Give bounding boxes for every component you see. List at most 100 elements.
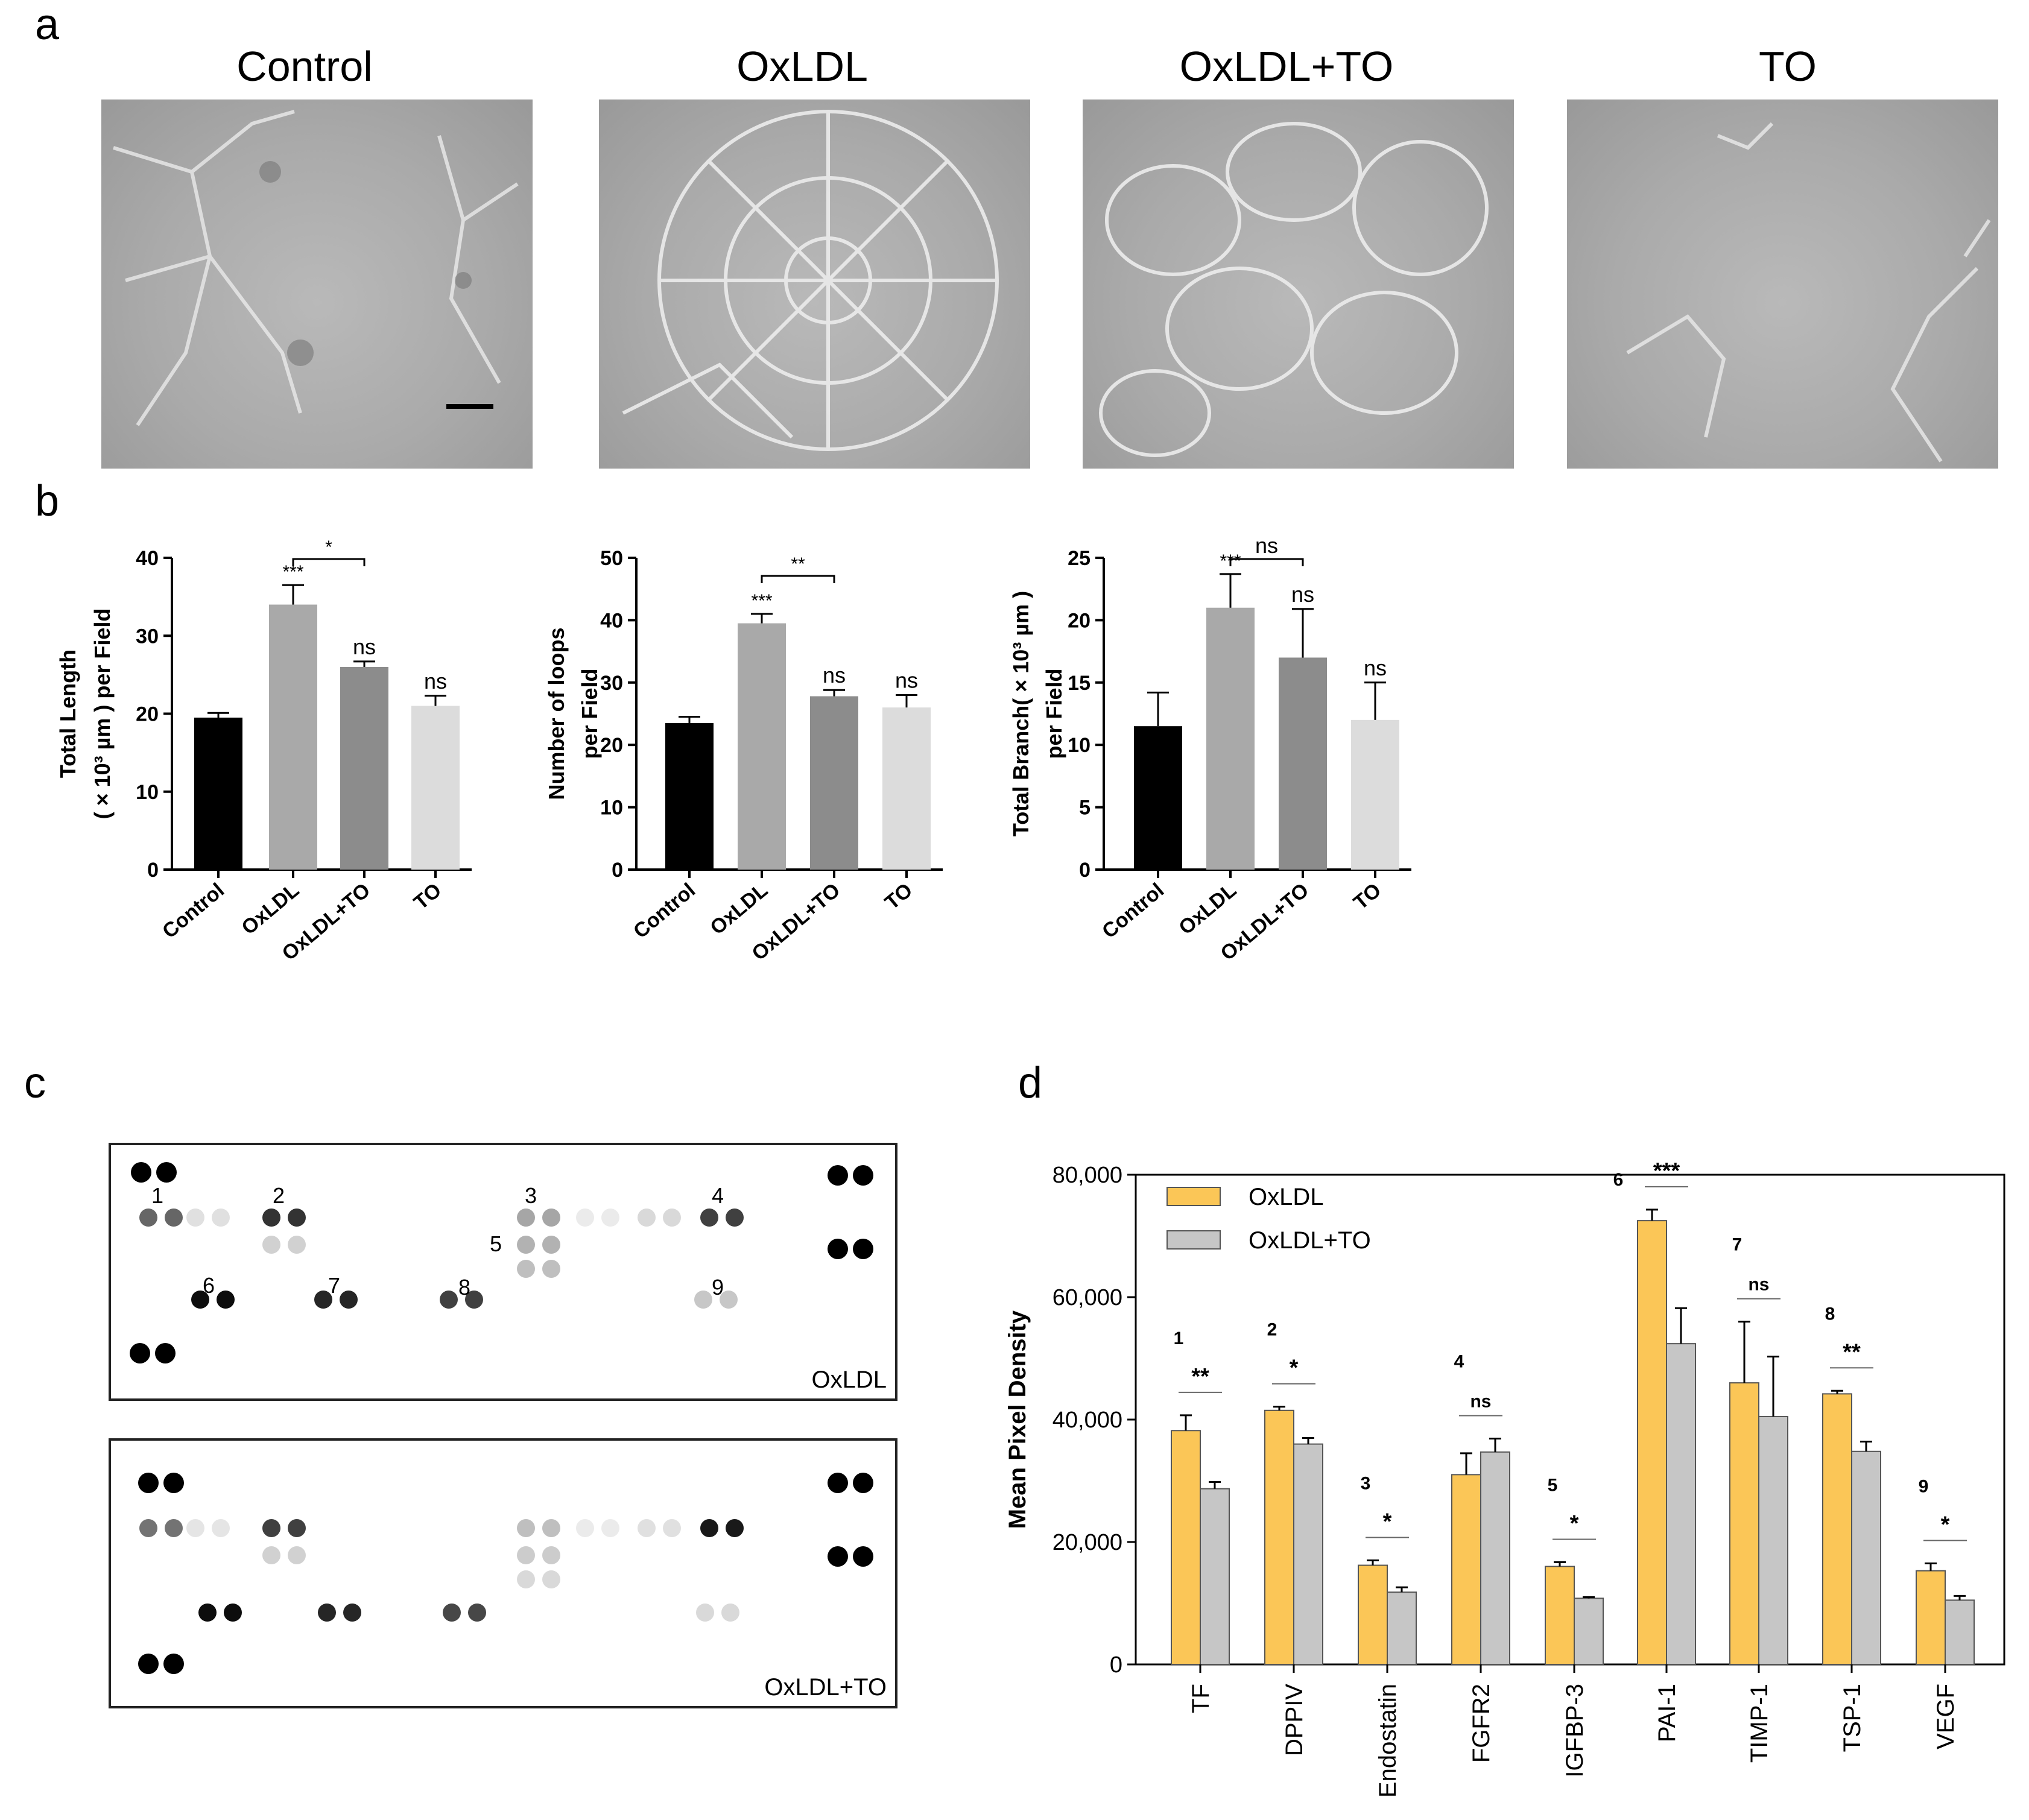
array-spot [156, 1162, 177, 1183]
bar-control [194, 717, 242, 870]
bar-oxldl-to [1200, 1488, 1230, 1666]
array-spot [542, 1519, 560, 1537]
bar-oxldl-to [1480, 1451, 1510, 1665]
bar-oxldl-to [1279, 657, 1327, 870]
x-tick-label: OxLDL [1174, 879, 1241, 940]
array-spot [288, 1236, 306, 1254]
x-tick-label: OxLDL [237, 879, 303, 940]
micrograph-title-oxldl-to: OxLDL+TO [1179, 43, 1394, 90]
spot-number-label: 5 [1548, 1475, 1558, 1495]
array-spot [517, 1546, 535, 1564]
array-spot [212, 1209, 230, 1227]
micrograph-title-oxldl: OxLDL [736, 43, 868, 90]
bar-to [411, 706, 460, 870]
y-axis-label: per Field [1042, 668, 1066, 759]
array-spot [542, 1570, 560, 1588]
y-axis-label: Number of loops [544, 628, 569, 800]
significance-label: * [1941, 1512, 1950, 1538]
array-spot [138, 1654, 159, 1674]
bar-oxldl [1171, 1430, 1201, 1666]
y-tick-label: 0 [1079, 859, 1090, 882]
x-tick-label: TO [1349, 879, 1385, 914]
array-spot [130, 1343, 150, 1363]
array-spot [638, 1519, 656, 1537]
y-tick-label: 10 [136, 781, 159, 804]
significance-label: ** [1843, 1339, 1861, 1365]
y-axis-label: Total Branch( × 10³ µm ) [1008, 591, 1033, 836]
micrograph-title-control: Control [236, 43, 373, 90]
significance-label: * [1570, 1511, 1579, 1536]
array-spot [517, 1260, 535, 1278]
significance-label: * [1290, 1356, 1299, 1381]
array-spot [700, 1209, 718, 1227]
array-spot [601, 1209, 619, 1227]
y-tick-label: 30 [136, 625, 159, 648]
array-spot [262, 1236, 280, 1254]
x-tick-label: DPPIV [1281, 1684, 1308, 1756]
significance-label: ns [1470, 1391, 1491, 1411]
blot-oxldl: OxLDL 1 2 3 4 5 6 7 8 9 [109, 1143, 897, 1401]
y-tick-label: 0 [1110, 1652, 1122, 1678]
array-spot [288, 1546, 306, 1564]
array-spot [186, 1209, 204, 1227]
array-spot [139, 1209, 157, 1227]
y-tick-label: 80,000 [1052, 1163, 1122, 1188]
array-spot [638, 1209, 656, 1227]
y-tick-label: 40 [136, 547, 159, 570]
x-tick-label: Endostatin [1375, 1684, 1401, 1798]
significance-bracket [761, 575, 835, 583]
bar-oxldl [738, 623, 786, 870]
spot-number-1: 1 [151, 1183, 164, 1208]
array-spot [163, 1473, 184, 1493]
significance-bracket [1229, 558, 1304, 566]
bar-oxldl [1822, 1393, 1852, 1666]
significance-label: ** [1191, 1364, 1209, 1389]
x-tick-label: TO [410, 879, 446, 914]
bar-oxldl [1451, 1474, 1481, 1666]
array-spot [262, 1546, 280, 1564]
array-spot [165, 1209, 183, 1227]
x-tick-label: OxLDL [706, 879, 772, 940]
y-tick-label: 20 [136, 703, 159, 726]
bracket-label: ** [791, 554, 805, 574]
micrograph-control-network [113, 110, 519, 426]
array-spot [700, 1519, 718, 1537]
x-tick-label: PAI-1 [1654, 1684, 1680, 1742]
significance-label: ns [1748, 1275, 1769, 1295]
array-spot [721, 1604, 739, 1622]
chart-d: 0 20,000 40,000 60,000 80,000 Mean Pixel Dens… [1004, 1158, 2005, 1798]
array-spot [828, 1165, 848, 1186]
array-spot [340, 1291, 358, 1309]
array-spot [828, 1473, 848, 1493]
y-axis-label: per Field [577, 668, 602, 759]
x-tick-label: Control [158, 879, 229, 943]
panel-letter-c: c [24, 1059, 46, 1107]
spot-number-label: 2 [1267, 1320, 1277, 1340]
bar-control [665, 723, 714, 870]
array-spot [186, 1519, 204, 1537]
significance-bracket [292, 558, 366, 566]
spot-number-label: 1 [1174, 1329, 1184, 1348]
micrograph-control [101, 100, 533, 469]
x-tick-label: TIMP-1 [1746, 1684, 1773, 1763]
y-tick-label: 0 [147, 859, 159, 882]
y-tick-label: 20 [600, 734, 623, 757]
y-axis-label: Total Length [55, 649, 80, 778]
y-tick-label: 10 [1068, 734, 1090, 757]
array-spot [542, 1546, 560, 1564]
array-spot [224, 1604, 242, 1622]
array-spot [139, 1519, 157, 1537]
array-spot [542, 1209, 560, 1227]
y-tick-label: 50 [600, 547, 623, 570]
array-spot [601, 1519, 619, 1537]
micrograph-to [1567, 100, 1998, 469]
array-spot [576, 1209, 594, 1227]
spot-number-6: 6 [203, 1273, 215, 1298]
y-tick-label: 0 [612, 859, 623, 882]
array-spot [828, 1546, 848, 1567]
array-spot [853, 1473, 873, 1493]
blot-oxldl-spots [130, 1162, 873, 1363]
